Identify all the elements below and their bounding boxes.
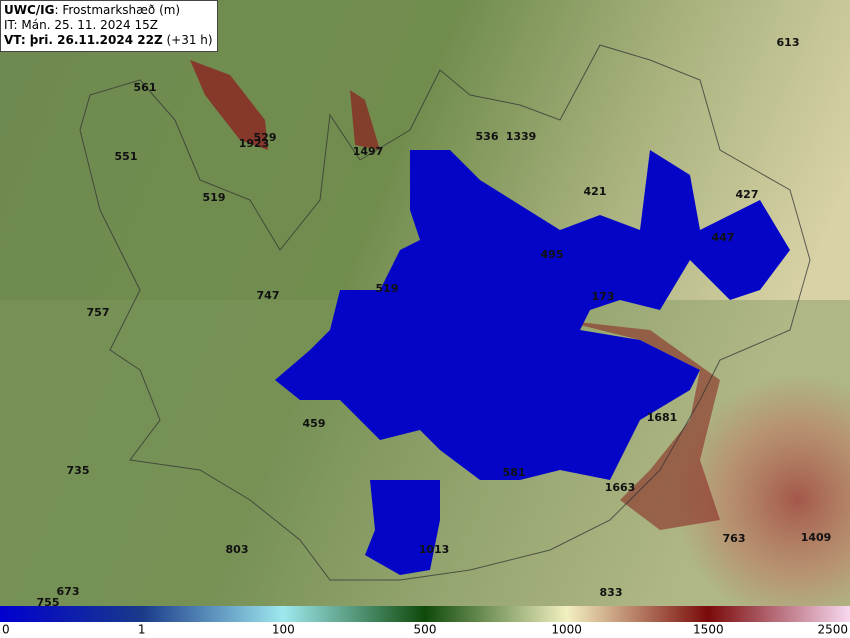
point-value: 747 xyxy=(257,289,280,302)
point-value: 561 xyxy=(134,81,157,94)
header-box: UWC/IG: Frostmarkshæð (m) IT: Mán. 25. 1… xyxy=(0,0,218,52)
point-value: 529 xyxy=(254,131,277,144)
point-value: 1013 xyxy=(419,543,450,556)
point-value: 1497 xyxy=(353,145,384,158)
colorbar-label: 100 xyxy=(272,623,295,637)
coastline xyxy=(79,44,811,581)
point-value: 1339 xyxy=(506,130,537,143)
colorbar-label: 500 xyxy=(414,623,437,637)
point-value: 421 xyxy=(584,185,607,198)
point-value: 173 xyxy=(592,290,615,303)
point-value: 763 xyxy=(723,532,746,545)
field: : Frostmarkshæð (m) xyxy=(54,3,181,17)
point-value: 803 xyxy=(226,543,249,556)
point-value: 1409 xyxy=(801,531,832,544)
init-time: IT: Mán. 25. 11. 2024 15Z xyxy=(4,18,158,32)
point-value: 1681 xyxy=(647,411,678,424)
blue-area xyxy=(275,150,790,480)
point-value: 735 xyxy=(67,464,90,477)
model: UWC/IG xyxy=(4,3,55,17)
header-line: UWC/IG: Frostmarkshæð (m) xyxy=(4,3,213,18)
point-value: 581 xyxy=(503,466,526,479)
point-value: 757 xyxy=(87,306,110,319)
point-value: 495 xyxy=(541,248,564,261)
point-value: 536 xyxy=(476,130,499,143)
colorbar-label: 0 xyxy=(2,623,10,637)
valid-time: VT: þri. 26.11.2024 22Z xyxy=(4,33,163,47)
blue-area xyxy=(365,480,440,575)
point-value: 833 xyxy=(600,586,623,599)
colorbar-label: 1 xyxy=(138,623,146,637)
point-value: 519 xyxy=(376,282,399,295)
colorbar-label: 1000 xyxy=(551,623,582,637)
point-value: 1923 xyxy=(239,137,270,150)
colorbar-label: 1500 xyxy=(693,623,724,637)
point-value: 1663 xyxy=(605,481,636,494)
point-value: 673 xyxy=(57,585,80,598)
colorbar-label: 2500 xyxy=(817,623,848,637)
point-value: 755 xyxy=(37,596,60,609)
red-patch xyxy=(190,60,268,150)
point-value: 459 xyxy=(303,417,326,430)
point-value: 613 xyxy=(777,36,800,49)
header-line: VT: þri. 26.11.2024 22Z (+31 h) xyxy=(4,33,213,48)
lead-time: (+31 h) xyxy=(162,33,213,47)
point-value: 551 xyxy=(115,150,138,163)
point-value: 427 xyxy=(736,188,759,201)
red-patch xyxy=(350,90,380,150)
red-patch xyxy=(560,320,720,530)
colorbar xyxy=(0,606,850,622)
point-value: 519 xyxy=(203,191,226,204)
point-value: 447 xyxy=(712,231,735,244)
